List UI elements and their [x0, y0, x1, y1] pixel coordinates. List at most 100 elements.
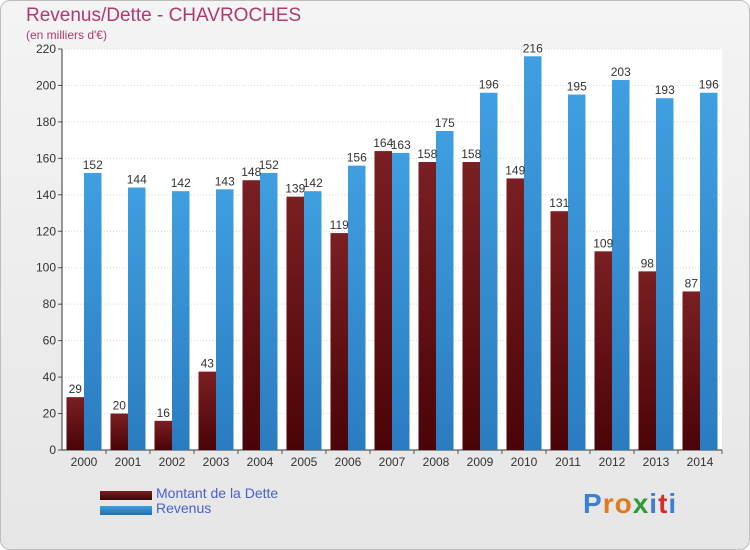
logo-letter: P [583, 488, 603, 519]
y-tick-label: 160 [36, 151, 56, 165]
bar-dette [682, 291, 700, 450]
bar-dette [638, 271, 656, 450]
x-tick-label: 2001 [115, 455, 142, 469]
data-label-revenus: 152 [83, 158, 103, 172]
bar-dette [506, 178, 524, 450]
y-tick-label: 0 [49, 443, 56, 457]
data-label-revenus: 156 [347, 151, 367, 165]
bar-dette [154, 420, 172, 450]
data-label-revenus: 193 [655, 83, 675, 97]
bar-revenus [260, 172, 278, 451]
data-label-revenus: 142 [303, 176, 323, 190]
x-tick-label: 2005 [291, 455, 318, 469]
y-tick-label: 80 [43, 297, 57, 311]
bar-dette [286, 196, 304, 450]
bar-dette [374, 151, 392, 450]
x-tick-label: 2003 [203, 455, 230, 469]
x-tick-label: 2013 [643, 455, 670, 469]
data-label-dette: 131 [549, 196, 569, 210]
y-tick-label: 180 [36, 115, 56, 129]
data-label-dette: 158 [461, 147, 481, 161]
data-label-dette: 87 [685, 276, 699, 290]
x-tick-label: 2007 [379, 455, 406, 469]
data-label-dette: 20 [113, 399, 127, 413]
bar-revenus [480, 92, 498, 450]
data-label-dette: 158 [417, 147, 437, 161]
legend-label-revenus: Revenus [156, 500, 212, 516]
bar-revenus [304, 191, 322, 450]
x-tick-label: 2008 [423, 455, 450, 469]
bar-dette [66, 397, 84, 450]
data-label-dette: 119 [330, 218, 349, 232]
bar-revenus [172, 191, 190, 450]
data-label-revenus: 196 [479, 78, 499, 92]
bar-revenus [700, 92, 718, 450]
x-tick-label: 2014 [687, 455, 714, 469]
y-tick-label: 200 [36, 78, 56, 92]
data-label-revenus: 203 [611, 65, 631, 79]
data-label-revenus: 196 [699, 78, 719, 92]
bar-revenus [84, 172, 102, 451]
data-label-dette: 16 [157, 406, 171, 420]
bar-dette [594, 251, 612, 450]
bar-revenus [524, 56, 542, 451]
bar-dette [462, 162, 480, 450]
data-label-dette: 109 [593, 236, 613, 250]
bar-dette [110, 413, 128, 450]
logo-letter: o [614, 488, 633, 519]
y-tick-label: 140 [36, 188, 56, 202]
bar-dette [242, 180, 260, 450]
data-label-dette: 148 [241, 165, 261, 179]
data-label-dette: 43 [201, 357, 215, 371]
bar-revenus [568, 94, 586, 451]
y-tick-label: 60 [43, 334, 57, 348]
x-tick-label: 2010 [511, 455, 538, 469]
x-tick-label: 2002 [159, 455, 186, 469]
data-label-revenus: 152 [259, 158, 279, 172]
y-tick-label: 120 [36, 224, 56, 238]
proxiti-logo: Proxiti [583, 488, 677, 520]
bar-dette [198, 371, 216, 450]
x-tick-label: 2004 [247, 455, 274, 469]
logo-letter: x [632, 488, 650, 519]
bar-revenus [392, 152, 410, 451]
legend-swatch-revenus [100, 506, 152, 515]
data-label-revenus: 142 [171, 176, 191, 190]
y-tick-label: 20 [43, 407, 57, 421]
x-tick-label: 2009 [467, 455, 494, 469]
x-tick-label: 2012 [599, 455, 626, 469]
data-label-revenus: 163 [391, 138, 411, 152]
bar-dette [550, 211, 568, 450]
data-label-dette: 29 [69, 382, 83, 396]
legend-swatch-dette [100, 491, 152, 500]
bar-revenus [612, 79, 630, 451]
data-label-revenus: 143 [215, 174, 235, 188]
data-label-revenus: 216 [523, 41, 543, 55]
x-tick-label: 2006 [335, 455, 362, 469]
bar-revenus [216, 189, 234, 450]
data-label-revenus: 175 [435, 116, 455, 130]
bar-dette [330, 233, 348, 450]
chart-title: Revenus/Dette - CHAVROCHES [26, 5, 302, 26]
chart-subtitle: (en milliers d'€) [26, 28, 107, 42]
y-tick-label: 40 [43, 370, 57, 384]
data-label-dette: 149 [505, 163, 525, 177]
data-label-revenus: 144 [127, 173, 147, 187]
logo-letter: i [668, 488, 678, 519]
logo-letter: t [658, 488, 669, 519]
data-label-revenus: 195 [567, 80, 587, 94]
x-tick-label: 2000 [71, 455, 98, 469]
y-tick-label: 220 [36, 42, 56, 56]
bar-revenus [348, 165, 366, 450]
bar-revenus [656, 98, 674, 451]
x-tick-label: 2011 [555, 455, 581, 469]
bar-dette [418, 162, 436, 450]
logo-letter: i [649, 488, 659, 519]
legend-label-dette: Montant de la Dette [156, 485, 279, 501]
bar-revenus [128, 187, 146, 450]
logo-letter: r [602, 488, 615, 519]
data-label-dette: 164 [373, 136, 393, 150]
data-label-dette: 98 [641, 256, 655, 270]
bar-revenus [436, 131, 454, 451]
